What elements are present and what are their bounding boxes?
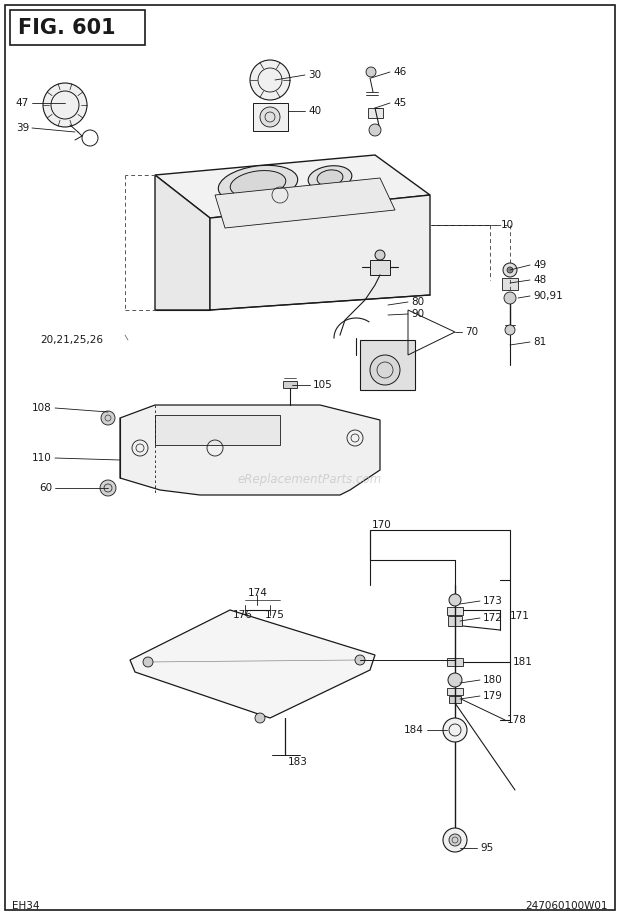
Bar bbox=[253, 103, 288, 131]
Circle shape bbox=[503, 263, 517, 277]
Circle shape bbox=[504, 292, 516, 304]
Polygon shape bbox=[502, 278, 518, 290]
Bar bbox=[10, 10, 145, 45]
Polygon shape bbox=[447, 658, 463, 666]
Circle shape bbox=[255, 713, 265, 723]
Text: 180: 180 bbox=[483, 675, 503, 685]
Circle shape bbox=[100, 480, 116, 496]
Text: 95: 95 bbox=[480, 843, 494, 853]
Text: 48: 48 bbox=[533, 275, 546, 285]
Polygon shape bbox=[155, 155, 430, 218]
Text: 108: 108 bbox=[32, 403, 52, 413]
Text: 105: 105 bbox=[313, 380, 333, 390]
Polygon shape bbox=[360, 340, 415, 390]
Text: 47: 47 bbox=[16, 98, 29, 108]
Polygon shape bbox=[215, 178, 395, 228]
Text: 39: 39 bbox=[16, 123, 29, 133]
Text: eReplacementParts.com: eReplacementParts.com bbox=[238, 473, 382, 487]
Text: 110: 110 bbox=[32, 453, 52, 463]
Polygon shape bbox=[447, 607, 463, 615]
Text: 70: 70 bbox=[465, 327, 478, 337]
Circle shape bbox=[443, 718, 467, 742]
Polygon shape bbox=[283, 381, 297, 388]
Text: 171: 171 bbox=[510, 611, 530, 621]
Text: EH34: EH34 bbox=[12, 901, 40, 911]
Polygon shape bbox=[155, 175, 210, 310]
Ellipse shape bbox=[317, 170, 343, 186]
Circle shape bbox=[507, 267, 513, 273]
Circle shape bbox=[43, 83, 87, 127]
Text: 90,91: 90,91 bbox=[533, 291, 563, 301]
Text: 60: 60 bbox=[39, 483, 52, 493]
Polygon shape bbox=[130, 610, 375, 718]
Text: 247060100W01: 247060100W01 bbox=[526, 901, 608, 911]
Text: 178: 178 bbox=[507, 715, 527, 725]
Circle shape bbox=[375, 250, 385, 260]
Text: 40: 40 bbox=[308, 106, 321, 116]
Ellipse shape bbox=[218, 166, 298, 203]
Text: 46: 46 bbox=[393, 67, 406, 77]
Text: FIG. 601: FIG. 601 bbox=[18, 18, 115, 38]
Ellipse shape bbox=[308, 166, 352, 190]
Circle shape bbox=[366, 67, 376, 77]
Text: 175: 175 bbox=[265, 610, 285, 620]
Circle shape bbox=[250, 60, 290, 100]
Polygon shape bbox=[368, 108, 383, 118]
Ellipse shape bbox=[230, 170, 286, 198]
Polygon shape bbox=[447, 688, 463, 695]
Text: 30: 30 bbox=[308, 70, 321, 80]
Circle shape bbox=[370, 355, 400, 385]
Text: 176: 176 bbox=[233, 610, 253, 620]
Circle shape bbox=[260, 107, 280, 127]
Text: 173: 173 bbox=[483, 596, 503, 606]
Polygon shape bbox=[449, 696, 461, 703]
Text: 90: 90 bbox=[411, 309, 424, 319]
Text: 184: 184 bbox=[404, 725, 424, 735]
Text: 183: 183 bbox=[288, 757, 308, 767]
Circle shape bbox=[449, 594, 461, 606]
Circle shape bbox=[449, 834, 461, 846]
Circle shape bbox=[143, 657, 153, 667]
Text: 10: 10 bbox=[501, 220, 514, 230]
Circle shape bbox=[101, 411, 115, 425]
Text: 81: 81 bbox=[533, 337, 546, 347]
Polygon shape bbox=[155, 415, 280, 445]
Circle shape bbox=[448, 673, 462, 687]
Polygon shape bbox=[370, 260, 390, 275]
Circle shape bbox=[369, 124, 381, 136]
Circle shape bbox=[355, 655, 365, 665]
Text: 45: 45 bbox=[393, 98, 406, 108]
Text: 181: 181 bbox=[513, 657, 533, 667]
Polygon shape bbox=[120, 405, 380, 495]
Text: 80: 80 bbox=[411, 297, 424, 307]
Circle shape bbox=[505, 325, 515, 335]
Text: 170: 170 bbox=[372, 520, 392, 530]
Text: 179: 179 bbox=[483, 691, 503, 701]
Text: 174: 174 bbox=[248, 588, 268, 598]
Polygon shape bbox=[448, 616, 462, 626]
Text: 172: 172 bbox=[483, 613, 503, 623]
Text: 20,21,25,26: 20,21,25,26 bbox=[40, 335, 103, 345]
Text: 49: 49 bbox=[533, 260, 546, 270]
Polygon shape bbox=[210, 195, 430, 310]
Circle shape bbox=[443, 828, 467, 852]
